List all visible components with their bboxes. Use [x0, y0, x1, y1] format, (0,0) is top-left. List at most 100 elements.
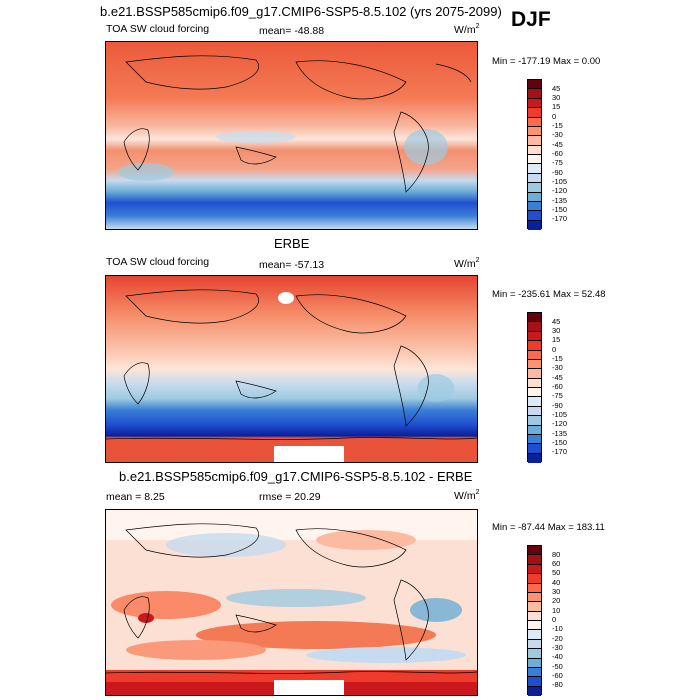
panel3-colorbar-tick: -80	[552, 680, 563, 689]
panel2-colorbar-tick: -45	[552, 373, 563, 382]
panel1-heading: b.e21.BSSP585cmip6.f09_g17.CMIP6-SSP5-8.…	[100, 4, 502, 19]
panel3-colorbar-swatch	[528, 621, 541, 631]
panel2-colorbar-swatch	[528, 322, 541, 332]
panel2-colorbar-tick: -30	[552, 363, 563, 372]
panel3-colorbar-tick: 40	[552, 578, 561, 587]
panel1-colorbar-swatch	[528, 192, 541, 202]
panel3-colorbar-swatch	[528, 658, 541, 668]
panel2-colorbar-swatch	[528, 444, 541, 454]
panel1-colorbar-swatch	[528, 173, 541, 184]
panel1-colorbar-swatch	[528, 89, 541, 99]
panel1-colorbar-swatch	[528, 201, 541, 212]
panel3-rmse-label: rmse = 20.29	[259, 491, 321, 503]
panel3-colorbar-tick: 50	[552, 568, 561, 577]
panel1-colorbar-swatch	[528, 220, 541, 230]
panel1-colorbar-swatch	[528, 80, 541, 90]
panel2-colorbar-tick: 0	[552, 345, 557, 354]
panel1-colorbar-swatch	[528, 136, 541, 146]
panel2-mean-label: mean= -57.13	[259, 259, 325, 271]
panel3-colorbar-swatch	[528, 583, 541, 593]
panel1-colorbar-swatch	[528, 155, 541, 165]
panel2-colorbar-tick: 30	[552, 326, 561, 335]
panel2-colorbar-swatch	[528, 359, 541, 370]
panel3-colorbar-tick: 30	[552, 587, 561, 596]
panel2-colorbar	[527, 312, 542, 463]
panel3-colorbar-tick: -40	[552, 652, 563, 661]
panel1-minmax: Min = -177.19 Max = 0.00	[492, 56, 601, 67]
panel1-colorbar-swatch	[528, 183, 541, 193]
panel3-mean-label: mean = 8.25	[106, 491, 165, 503]
panel3-map	[105, 509, 478, 696]
panel2-units: W/m2	[454, 257, 480, 270]
panel2-colorbar-tick: -105	[552, 410, 568, 419]
panel1-colorbar-tick: -170	[552, 214, 568, 223]
panel2-colorbar-swatch	[528, 331, 541, 342]
panel1-colorbar-swatch	[528, 117, 541, 127]
panel2-colorbar-tick: -75	[552, 391, 563, 400]
panel2-colorbar-tick: 15	[552, 335, 561, 344]
panel2-colorbar-swatch	[528, 388, 541, 398]
panel1-colorbar-tick: 0	[552, 112, 557, 121]
panel3-colorbar-tick: -20	[552, 634, 563, 643]
panel2-map	[105, 275, 478, 463]
panel3-colorbar-swatch	[528, 677, 541, 687]
panel3-colorbar-tick: 20	[552, 596, 561, 605]
panel1-colorbar-swatch	[528, 145, 541, 155]
panel1-colorbar-tick: -30	[552, 130, 563, 139]
panel2-colorbar-tick: -90	[552, 401, 563, 410]
panel3-units: W/m2	[454, 489, 480, 502]
panel1-colorbar-tick: -120	[552, 186, 568, 195]
panel2-colorbar-swatch	[528, 313, 541, 323]
panel2-heading: ERBE	[274, 236, 310, 251]
panel2-colorbar-swatch	[528, 397, 541, 407]
panel3-minmax: Min = -87.44 Max = 183.11	[492, 522, 605, 533]
panel3-colorbar-tick: -50	[552, 662, 563, 671]
panel3-colorbar-tick: -60	[552, 671, 563, 680]
panel3-colorbar-swatch	[528, 592, 541, 603]
panel1-map	[105, 41, 478, 230]
panel1-left-label: TOA SW cloud forcing	[106, 23, 210, 35]
panel3-colorbar-tick: 80	[552, 550, 561, 559]
panel1-colorbar	[527, 79, 542, 230]
panel2-colorbar-tick: -60	[552, 382, 563, 391]
panel3-colorbar-swatch	[528, 686, 541, 696]
panel3-colorbar-tick: 0	[552, 615, 557, 624]
panel1-colorbar-tick: 30	[552, 93, 561, 102]
panel1-colorbar-tick: -60	[552, 149, 563, 158]
panel3-colorbar-swatch	[528, 555, 541, 565]
panel3-colorbar-swatch	[528, 574, 541, 584]
panel2-left-label: TOA SW cloud forcing	[106, 256, 210, 268]
panel2-colorbar-swatch	[528, 434, 541, 445]
panel3-colorbar-swatch	[528, 602, 541, 612]
panel1-colorbar-swatch	[528, 164, 541, 174]
panel1-units: W/m2	[454, 23, 480, 36]
panel3-colorbar-swatch	[528, 667, 541, 678]
panel1-colorbar-swatch	[528, 98, 541, 109]
panel2-colorbar-swatch	[528, 369, 541, 379]
panel3-colorbar-swatch	[528, 546, 541, 556]
panel1-colorbar-swatch	[528, 211, 541, 221]
panel3-colorbar-tick: -10	[552, 624, 563, 633]
season-label: DJF	[511, 8, 551, 31]
panel2-colorbar-tick: -135	[552, 429, 568, 438]
panel3-colorbar-tick: 60	[552, 559, 561, 568]
panel2-colorbar-swatch	[528, 425, 541, 435]
panel1-colorbar-tick: -45	[552, 140, 563, 149]
panel3-colorbar-tick: -30	[552, 643, 563, 652]
panel2-colorbar-swatch	[528, 453, 541, 463]
panel2-colorbar-tick: -170	[552, 447, 568, 456]
panel3-colorbar-swatch	[528, 639, 541, 650]
panel2-colorbar-tick: -150	[552, 438, 568, 447]
panel3-colorbar	[527, 545, 542, 696]
panel1-colorbar-swatch	[528, 126, 541, 137]
panel1-colorbar-tick: -150	[552, 205, 568, 214]
panel3-colorbar-swatch	[528, 611, 541, 621]
panel2-colorbar-swatch	[528, 378, 541, 388]
panel1-colorbar-tick: -75	[552, 158, 563, 167]
panel1-colorbar-tick: -15	[552, 121, 563, 130]
panel3-colorbar-tick: 10	[552, 606, 561, 615]
panel1-colorbar-tick: 45	[552, 84, 561, 93]
panel2-colorbar-swatch	[528, 416, 541, 426]
panel1-colorbar-swatch	[528, 108, 541, 118]
panel1-colorbar-tick: -105	[552, 177, 568, 186]
